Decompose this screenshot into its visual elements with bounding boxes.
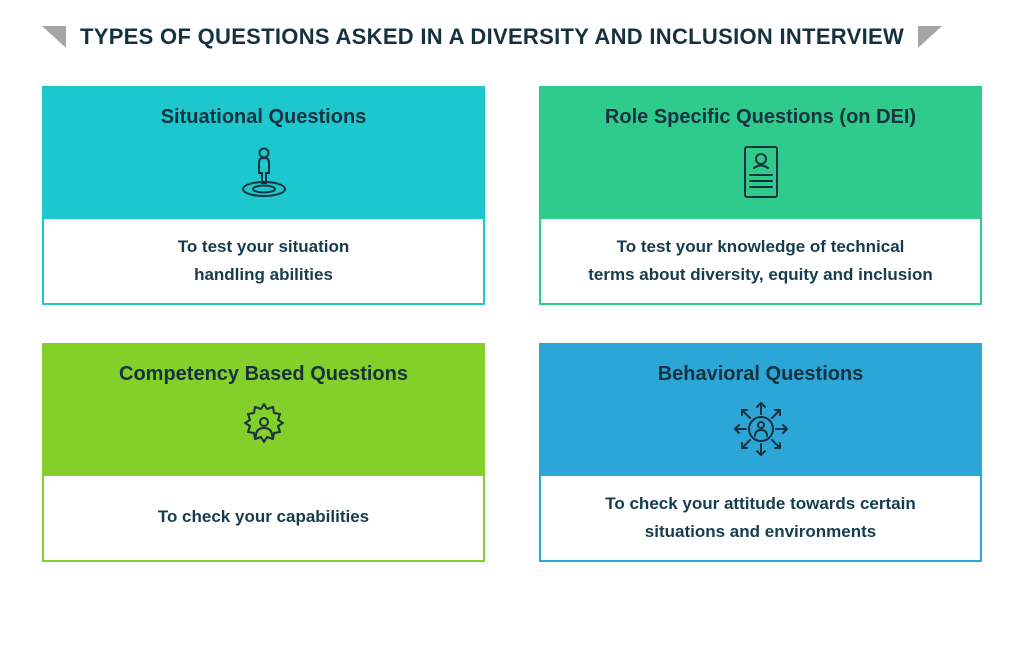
card-competency: Competency Based Questions To check your… — [42, 343, 485, 562]
card-title: Behavioral Questions — [658, 363, 864, 386]
card-header: Behavioral Questions — [541, 345, 980, 476]
card-header: Situational Questions — [44, 88, 483, 219]
title-row: TYPES OF QUESTIONS ASKED IN A DIVERSITY … — [42, 24, 982, 50]
desc-line: To check your capabilities — [64, 503, 463, 531]
desc-line: To test your knowledge of technical — [561, 233, 960, 261]
profile-doc-icon — [728, 139, 794, 205]
infographic: TYPES OF QUESTIONS ASKED IN A DIVERSITY … — [0, 0, 1024, 592]
triangle-left-icon — [42, 26, 66, 48]
card-description: To check your attitude towards certain s… — [541, 476, 980, 560]
person-spot-icon — [231, 139, 297, 205]
card-title: Situational Questions — [161, 106, 367, 129]
triangle-right-icon — [918, 26, 942, 48]
desc-line: terms about diversity, equity and inclus… — [561, 261, 960, 289]
page-title: TYPES OF QUESTIONS ASKED IN A DIVERSITY … — [80, 24, 904, 50]
desc-line: To test your situation — [64, 233, 463, 261]
card-header: Competency Based Questions — [44, 345, 483, 476]
card-role-specific: Role Specific Questions (on DEI) To test… — [539, 86, 982, 305]
card-description: To test your knowledge of technical term… — [541, 219, 980, 303]
desc-line: To check your attitude towards certain — [561, 490, 960, 518]
card-behavioral: Behavioral Questions — [539, 343, 982, 562]
desc-line: situations and environments — [561, 518, 960, 546]
gear-person-icon — [231, 396, 297, 462]
radiate-person-icon — [728, 396, 794, 462]
card-situational: Situational Questions To test your situa… — [42, 86, 485, 305]
desc-line: handling abilities — [64, 261, 463, 289]
cards-grid: Situational Questions To test your situa… — [42, 86, 982, 562]
card-description: To test your situation handling abilitie… — [44, 219, 483, 303]
card-description: To check your capabilities — [44, 476, 483, 558]
card-header: Role Specific Questions (on DEI) — [541, 88, 980, 219]
card-title: Competency Based Questions — [119, 363, 408, 386]
card-title: Role Specific Questions (on DEI) — [605, 106, 916, 129]
